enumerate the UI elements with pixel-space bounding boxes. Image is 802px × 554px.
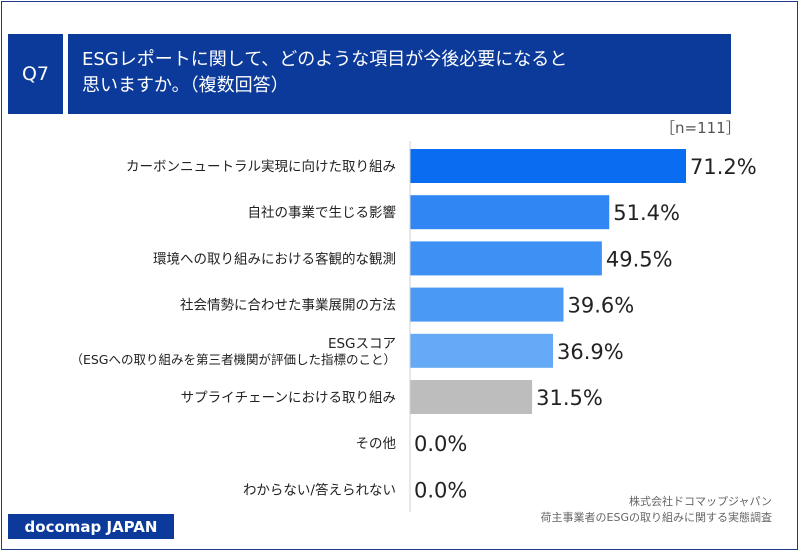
question-header: Q7 ESGレポートに関して、どのような項目が今後必要になると 思いますか。（複…	[8, 34, 731, 114]
source-survey: 荷主事業者のESGの取り組みに関する実態調査	[540, 511, 772, 524]
category-label: 自社の事業で生じる影響	[248, 204, 397, 221]
question-number: Q7	[8, 34, 63, 114]
category-label: サプライチェーンにおける取り組み	[181, 390, 396, 406]
source-credit: 株式会社ドコマップジャパン 荷主事業者のESGの取り組みに関する実態調査	[541, 494, 772, 526]
category-label: カーボンニュートラル実現に向けた取り組み	[126, 159, 396, 175]
value-label: 31.5%	[536, 386, 603, 410]
value-label: 49.5%	[606, 247, 673, 271]
value-label: 36.9%	[557, 340, 624, 364]
category-label: わからない/答えられない	[243, 481, 396, 498]
value-label: 39.6%	[568, 294, 635, 318]
bar	[410, 380, 533, 414]
category-label: 社会情勢に合わせた事業展開の方法	[180, 298, 396, 314]
value-label: 51.4%	[613, 201, 680, 225]
category-label: 環境への取り組みにおける客観的な観測	[153, 250, 396, 267]
bar	[410, 287, 564, 322]
question-text-line1: ESGレポートに関して、どのような項目が今後必要になると	[82, 49, 568, 70]
category-label: その他	[356, 436, 397, 452]
value-label: 0.0%	[414, 432, 467, 456]
bar	[410, 241, 602, 276]
bar	[410, 149, 686, 183]
value-label: 0.0%	[414, 478, 467, 502]
question-text-line2: 思いますか。（複数回答）	[82, 75, 289, 96]
sample-size: ［n=111］	[660, 119, 741, 137]
value-label: 71.2%	[690, 155, 757, 179]
brand-logo: docomap JAPAN	[8, 514, 174, 539]
bar	[410, 195, 610, 230]
question-text: ESGレポートに関して、どのような項目が今後必要になると 思いますか。（複数回答…	[68, 34, 731, 114]
source-company: 株式会社ドコマップジャパン	[629, 495, 772, 508]
bar	[410, 333, 554, 368]
category-label: ESGスコア（ESGへの取り組みを第三者機関が評価した指標のこと）	[70, 336, 396, 367]
